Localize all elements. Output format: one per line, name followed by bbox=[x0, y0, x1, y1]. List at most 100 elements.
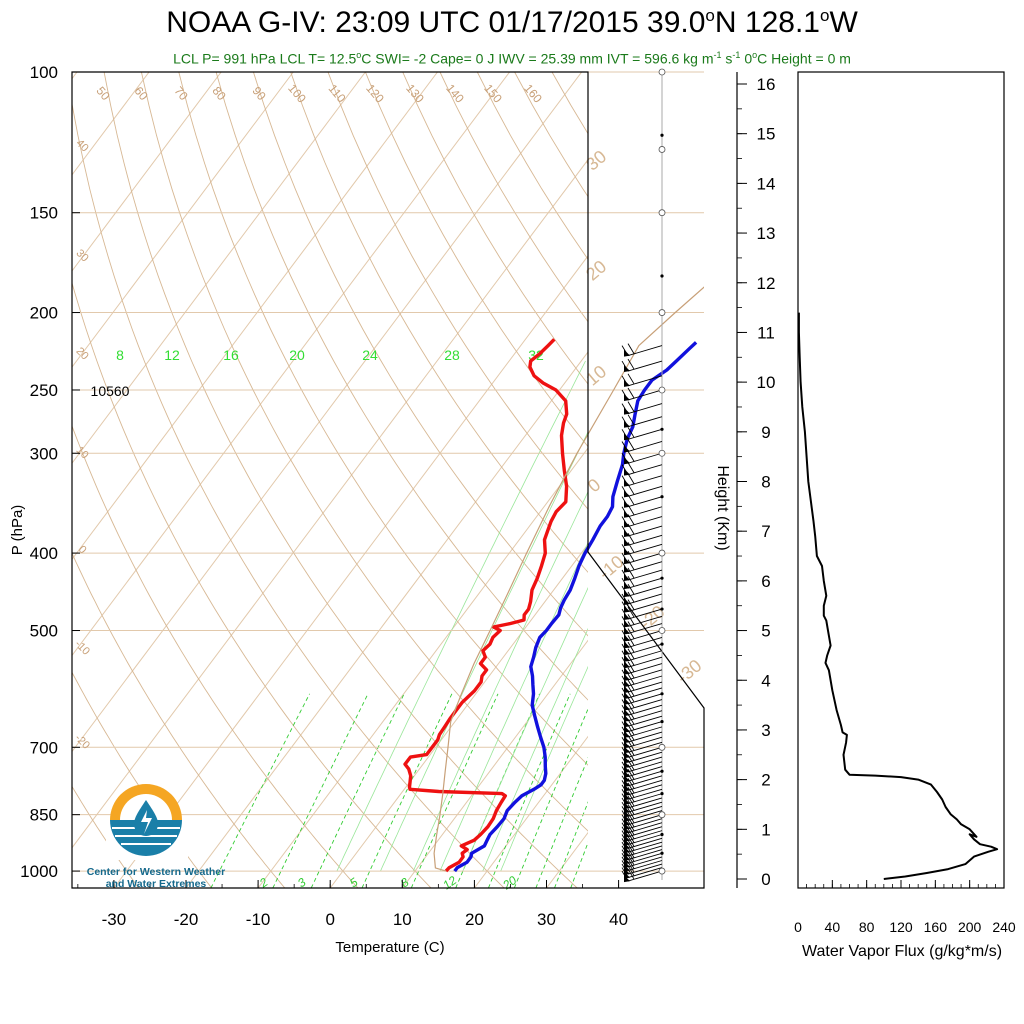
wind-barb-staff bbox=[627, 788, 663, 800]
pressure-tick-label: 1000 bbox=[20, 862, 58, 881]
flux-tick-label: 240 bbox=[992, 919, 1016, 935]
mixing-ratio-top-label: 16 bbox=[223, 347, 239, 363]
wind-barb-flag bbox=[627, 343, 635, 354]
wind-barb bbox=[621, 691, 663, 705]
level-dot bbox=[660, 642, 664, 646]
isotherm-line bbox=[72, 158, 588, 849]
wind-barb-staff bbox=[627, 464, 663, 476]
pressure-tick-label: 200 bbox=[30, 304, 58, 323]
wind-barb bbox=[621, 567, 663, 582]
water-vapor-flux-profile bbox=[797, 312, 999, 880]
isotherm-line bbox=[72, 72, 150, 176]
logo-caption: Center for Western Weather and Water Ext… bbox=[66, 866, 246, 890]
wind-barb bbox=[621, 824, 663, 838]
isotherm-line bbox=[72, 72, 222, 272]
wind-barb-flag bbox=[627, 804, 635, 815]
logo-line-2: and Water Extremes bbox=[105, 878, 207, 890]
wind-barb-pennant bbox=[624, 574, 630, 582]
wind-barb bbox=[621, 759, 663, 773]
level-marker bbox=[658, 68, 666, 76]
wind-barb-staff bbox=[627, 656, 663, 668]
wind-barb-staff bbox=[627, 726, 663, 738]
wind-barb-flag bbox=[627, 667, 635, 679]
wind-barb-staff bbox=[627, 669, 663, 681]
isotherm-right-label: 10 bbox=[582, 361, 610, 389]
wind-barb-pennant bbox=[624, 379, 630, 387]
level-dot bbox=[660, 495, 664, 499]
wind-barb-pennant bbox=[624, 775, 630, 783]
wind-barb-flag bbox=[627, 839, 635, 851]
chart-title: NOAA G-IV: 23:09 UTC 01/17/2015 39.0oN 1… bbox=[166, 6, 858, 39]
pressure-tick-label: 100 bbox=[30, 63, 58, 82]
flux-tick-label: 0 bbox=[794, 919, 802, 935]
isotherm-line bbox=[72, 72, 583, 753]
saturation-curve bbox=[482, 627, 588, 872]
wind-barb-flag bbox=[627, 550, 635, 562]
level-marker bbox=[658, 386, 666, 394]
wind-barb-flag bbox=[627, 713, 635, 725]
wind-barb-staff bbox=[627, 860, 663, 871]
wind-barb-staff bbox=[627, 543, 663, 555]
dry-adiabat bbox=[402, 72, 588, 385]
wind-barb-staff bbox=[627, 731, 663, 743]
wind-barb-staff bbox=[627, 452, 663, 464]
mixing-ratio-bottom-label: 12 bbox=[440, 873, 459, 892]
wind-barb-flag bbox=[627, 861, 635, 873]
wind-barb-flag bbox=[627, 473, 635, 484]
wind-barb-flag bbox=[627, 795, 635, 807]
wind-barb-flag bbox=[627, 836, 635, 847]
mixing-ratio-bottom-label: 20 bbox=[499, 873, 519, 893]
wind-barb-pennant bbox=[624, 457, 630, 465]
wind-barb-pennant bbox=[624, 788, 630, 796]
wind-barb-flag bbox=[627, 567, 635, 579]
wind-barb-pennant bbox=[624, 641, 630, 649]
pressure-tick-label: 300 bbox=[30, 444, 58, 463]
wind-barb bbox=[621, 773, 663, 787]
wind-barb-staff bbox=[627, 623, 663, 634]
mixing-ratio-top-label: 8 bbox=[116, 347, 124, 363]
wind-barb-staff bbox=[627, 593, 663, 605]
isotherm-line bbox=[329, 543, 588, 888]
level-dot bbox=[660, 851, 664, 855]
wind-barb-flag bbox=[627, 769, 635, 780]
wind-barb bbox=[621, 621, 663, 635]
isotherm-line bbox=[185, 351, 588, 888]
wind-barb bbox=[621, 628, 663, 642]
wind-barb-pennant bbox=[624, 620, 630, 628]
wind-barb-staff bbox=[627, 834, 663, 845]
wind-barb-staff bbox=[627, 360, 663, 372]
temperature-tick-label: 10 bbox=[393, 910, 412, 929]
dry-adiabat-label: 80 bbox=[209, 84, 229, 103]
wind-barb bbox=[621, 769, 663, 783]
wind-barb bbox=[621, 387, 663, 401]
wind-barb bbox=[621, 749, 663, 764]
wind-barb-flag bbox=[627, 542, 635, 553]
height-tick-label: 1 bbox=[761, 820, 770, 839]
wind-barb-staff bbox=[627, 345, 663, 357]
wind-barb-staff bbox=[627, 801, 663, 813]
wind-barb-staff bbox=[627, 756, 663, 768]
wind-barb-staff bbox=[627, 585, 663, 597]
level-dot bbox=[660, 692, 664, 696]
wind-barb-flag bbox=[627, 655, 635, 666]
wind-barb-flag bbox=[627, 439, 635, 450]
saturation-curve bbox=[439, 541, 588, 872]
isotherm-line bbox=[691, 72, 1024, 888]
wind-barb-pennant bbox=[624, 667, 630, 675]
wind-barb-pennant bbox=[624, 557, 630, 565]
mixing-ratio-line bbox=[361, 693, 453, 888]
wind-barb-staff bbox=[627, 845, 663, 857]
saturation-curve bbox=[412, 490, 588, 872]
wind-barb bbox=[621, 667, 663, 681]
wind-barb-flag bbox=[627, 828, 635, 839]
wind-barb-staff bbox=[627, 615, 663, 627]
wind-barb-staff bbox=[627, 608, 663, 620]
wind-barb bbox=[621, 484, 663, 498]
wind-barb bbox=[621, 427, 663, 441]
temperature-tick-label: -10 bbox=[246, 910, 271, 929]
wind-barb-flag bbox=[627, 414, 635, 425]
wind-barb-pennant bbox=[624, 634, 630, 642]
wind-barb bbox=[621, 550, 663, 565]
dry-adiabat bbox=[551, 72, 588, 135]
wind-barb-flag bbox=[627, 599, 635, 610]
